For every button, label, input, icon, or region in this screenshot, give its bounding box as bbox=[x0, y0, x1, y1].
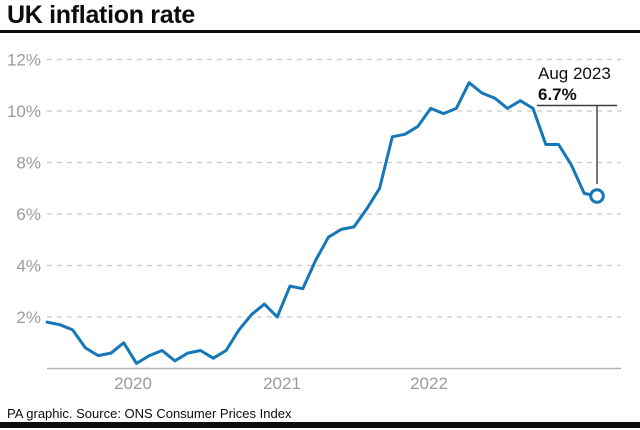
y-tick-label: 10% bbox=[7, 102, 41, 121]
bottom-black-bar bbox=[0, 422, 640, 428]
annotation-pointer bbox=[537, 104, 617, 184]
inflation-line-series bbox=[45, 81, 599, 365]
x-tick-label: 2021 bbox=[263, 374, 301, 393]
y-tick-label: 2% bbox=[16, 308, 41, 327]
title-divider-rule bbox=[0, 30, 640, 33]
y-tick-label: 6% bbox=[16, 205, 41, 224]
x-tick-label: 2020 bbox=[114, 374, 152, 393]
chart-gridlines bbox=[47, 58, 621, 318]
y-tick-label: 8% bbox=[16, 154, 41, 173]
page-title: UK inflation rate bbox=[7, 1, 195, 29]
y-tick-label: 4% bbox=[16, 257, 41, 276]
latest-point-marker bbox=[589, 188, 605, 204]
annotation-date-label: Aug 2023 bbox=[538, 64, 611, 83]
y-axis-tick-labels: 2% 4% 6% 8% 10% 12% bbox=[7, 51, 41, 328]
x-axis-tick-labels: 2020 2021 2022 bbox=[114, 374, 448, 393]
x-tick-label: 2022 bbox=[410, 374, 448, 393]
annotation-value-label: 6.7% bbox=[538, 85, 577, 104]
source-attribution: PA graphic. Source: ONS Consumer Prices … bbox=[7, 406, 292, 421]
y-tick-label: 12% bbox=[7, 51, 41, 70]
